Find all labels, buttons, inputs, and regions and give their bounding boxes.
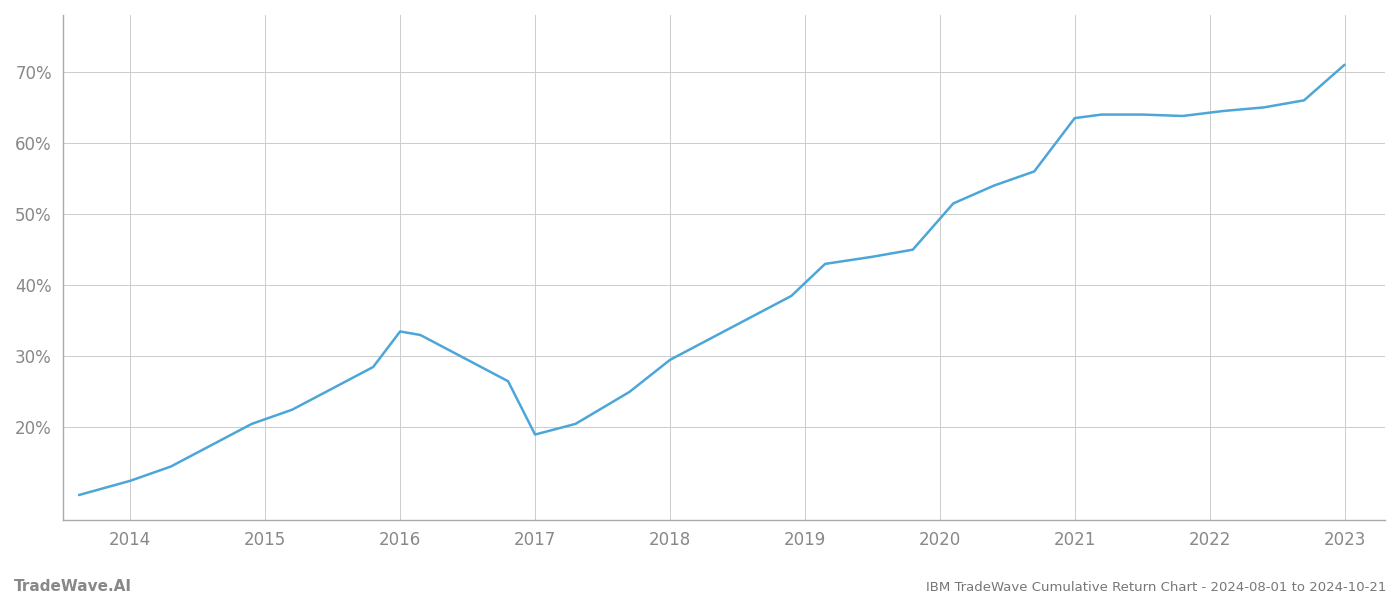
Text: TradeWave.AI: TradeWave.AI	[14, 579, 132, 594]
Text: IBM TradeWave Cumulative Return Chart - 2024-08-01 to 2024-10-21: IBM TradeWave Cumulative Return Chart - …	[925, 581, 1386, 594]
